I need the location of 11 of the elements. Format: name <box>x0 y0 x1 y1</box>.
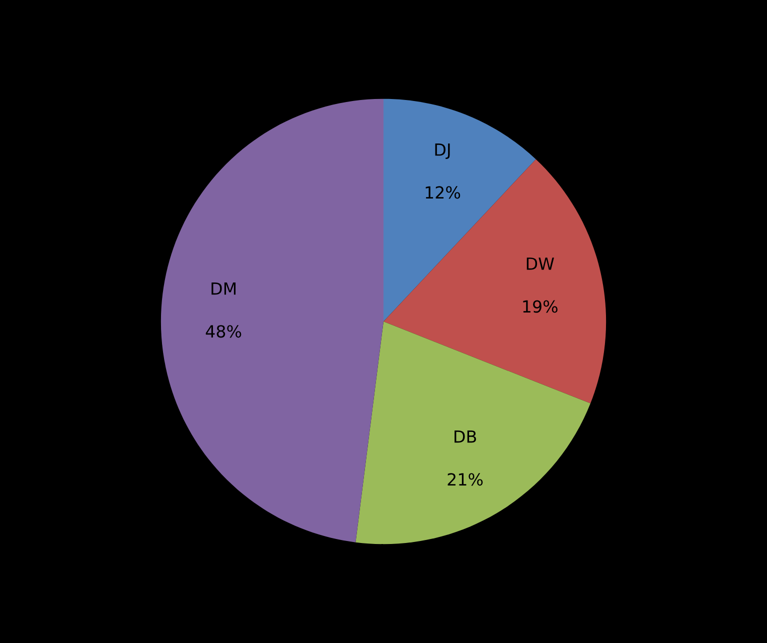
pie-slice <box>160 98 384 542</box>
pie-slice <box>356 322 590 544</box>
slice-label: DW <box>526 258 554 270</box>
data-label: 21% <box>448 473 483 486</box>
data-label: 19% <box>523 300 558 313</box>
data-label: 48% <box>206 325 242 338</box>
slice-label: DJ <box>435 144 450 160</box>
slice-label: DB <box>454 430 476 443</box>
slice-label: DM <box>212 282 236 295</box>
pie-slice <box>384 159 606 404</box>
data-label: 12% <box>426 186 460 199</box>
